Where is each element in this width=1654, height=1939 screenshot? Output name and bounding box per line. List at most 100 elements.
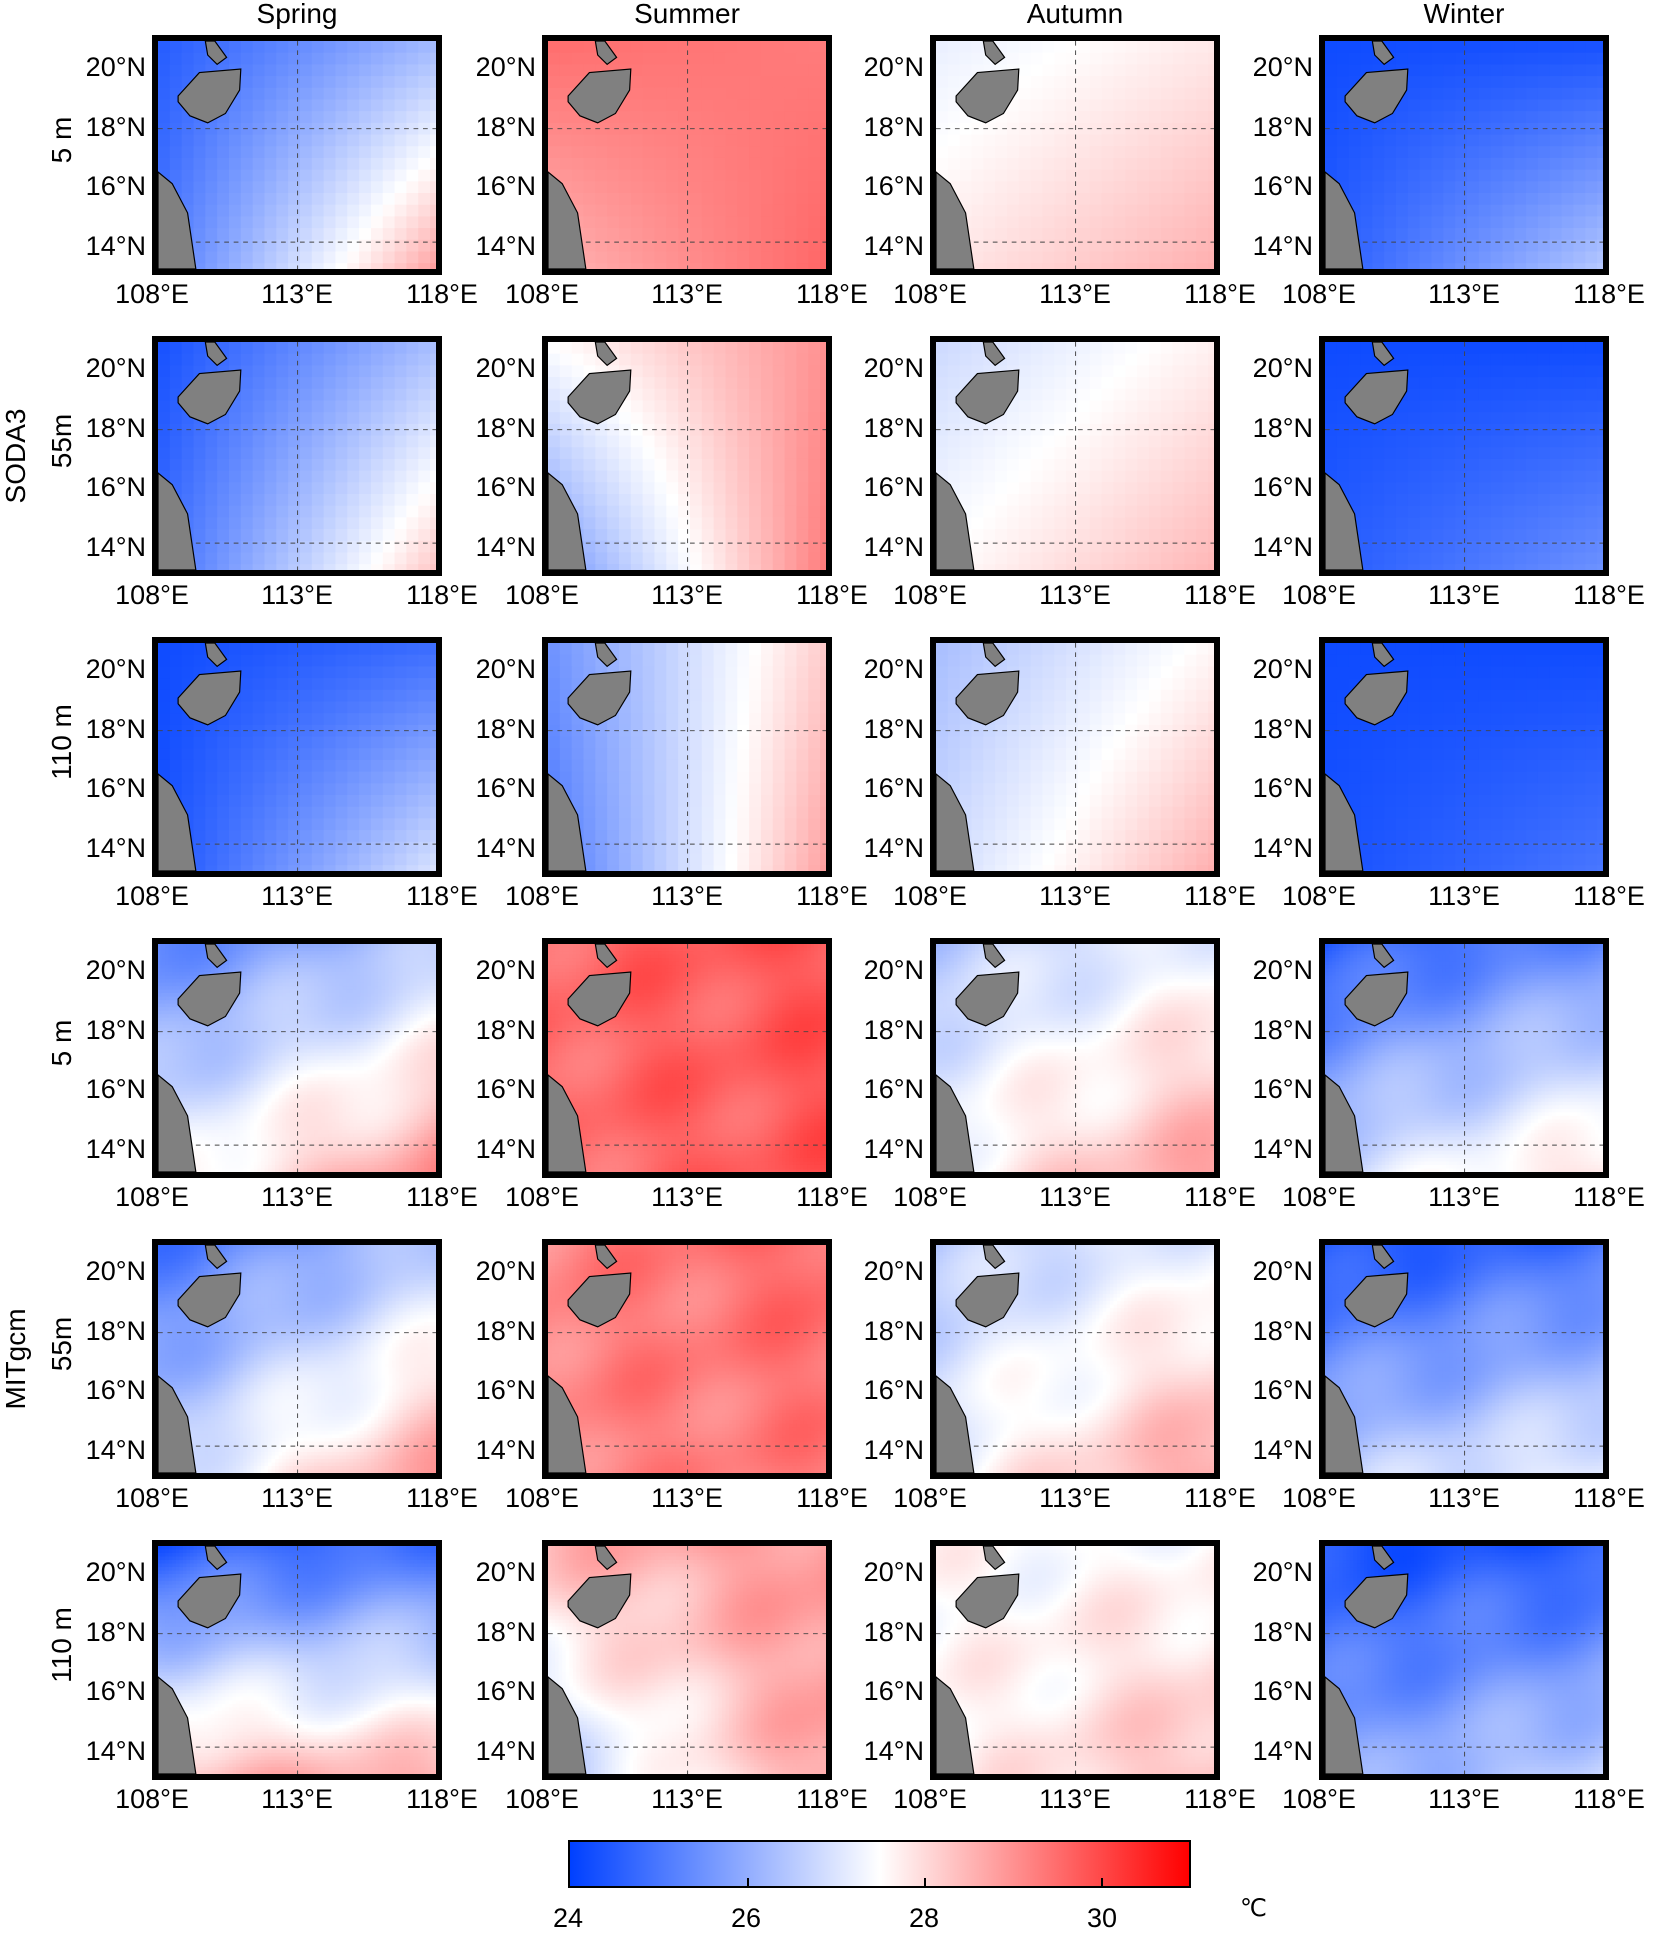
field-cell [808,529,821,541]
field-cell [335,772,348,784]
field-cell [1102,99,1115,111]
field-cell [1526,494,1539,506]
field-cell [619,783,632,795]
field-cell [253,158,266,170]
field-cell [1384,228,1397,240]
field-cell [1090,482,1103,494]
field-cell [1372,482,1385,494]
field-cell [1196,99,1209,111]
field-cell [1102,643,1115,655]
field-cell [983,135,996,147]
field-cell [1360,529,1373,541]
field-cell [773,41,786,53]
field-cell [406,354,419,366]
field-cell [1337,53,1350,65]
field-cell [1491,76,1504,88]
field-cell [1384,263,1397,269]
field-cell [406,263,419,269]
field-cell [714,552,727,564]
field-cell [1125,494,1138,506]
field-cell [241,865,254,871]
field-cell [1585,135,1598,147]
field-cell [1149,41,1162,53]
field-cell [666,342,679,354]
field-cell [654,853,667,865]
field-cell [725,564,738,570]
field-cell [631,541,644,553]
field-cell [1173,342,1186,354]
field-cell [1491,88,1504,100]
field-cell [406,146,419,158]
field-cell [1455,494,1468,506]
field-cell [406,783,419,795]
field-cell [1137,643,1150,655]
field-cell [572,342,585,354]
field-cell [737,517,750,529]
field-cell [1184,389,1197,401]
field-cell [948,436,961,448]
field-cell [1455,529,1468,541]
field-cell [714,251,727,263]
field-cell [276,471,289,483]
field-cell [725,99,738,111]
field-cell [749,541,762,553]
field-cell [1196,146,1209,158]
field-cell [631,377,644,389]
field-cell [264,459,277,471]
field-cell [1031,517,1044,529]
field-cell [1502,193,1515,205]
field-cell [1042,342,1055,354]
field-cell [1325,99,1338,111]
field-cell [737,471,750,483]
field-cell [560,158,573,170]
field-cell [1113,436,1126,448]
field-cell [158,666,171,678]
field-cell [1396,216,1409,228]
field-cell [406,853,419,865]
field-cell [1196,64,1209,76]
field-cell [1196,135,1209,147]
field-cell [383,412,396,424]
field-cell [1467,228,1480,240]
field-cell [785,412,798,424]
field-cell [1467,240,1480,252]
field-cell [1562,471,1575,483]
field-cell [808,193,821,205]
field-cell [193,842,206,854]
field-cell [936,365,949,377]
field-cell [395,807,408,819]
field-cell [1196,494,1209,506]
field-cell [217,552,230,564]
field-cell [1372,240,1385,252]
field-cell [395,400,408,412]
field-cell [264,99,277,111]
field-cell [619,643,632,655]
field-cell [773,666,786,678]
field-cell [1196,389,1209,401]
field-cell [1431,170,1444,182]
field-cell [1042,158,1055,170]
field-cell [276,240,289,252]
field-cell [666,701,679,713]
field-cell [643,216,656,228]
field-cell [1007,205,1020,217]
field-cell [406,240,419,252]
field-cell [948,447,961,459]
field-cell [1526,251,1539,263]
field-cell [1066,506,1079,518]
field-cell [406,193,419,205]
field-cell [1184,506,1197,518]
field-cell [1360,494,1373,506]
field-cell [1573,170,1586,182]
field-cell [1420,216,1433,228]
field-cell [666,690,679,702]
field-cell [583,494,596,506]
field-cell [1161,517,1174,529]
field-cell [1184,412,1197,424]
field-cell [406,541,419,553]
field-cell [1173,354,1186,366]
field-cell [229,795,242,807]
field-cell [749,701,762,713]
field-cell [1054,389,1067,401]
field-cell [560,342,573,354]
